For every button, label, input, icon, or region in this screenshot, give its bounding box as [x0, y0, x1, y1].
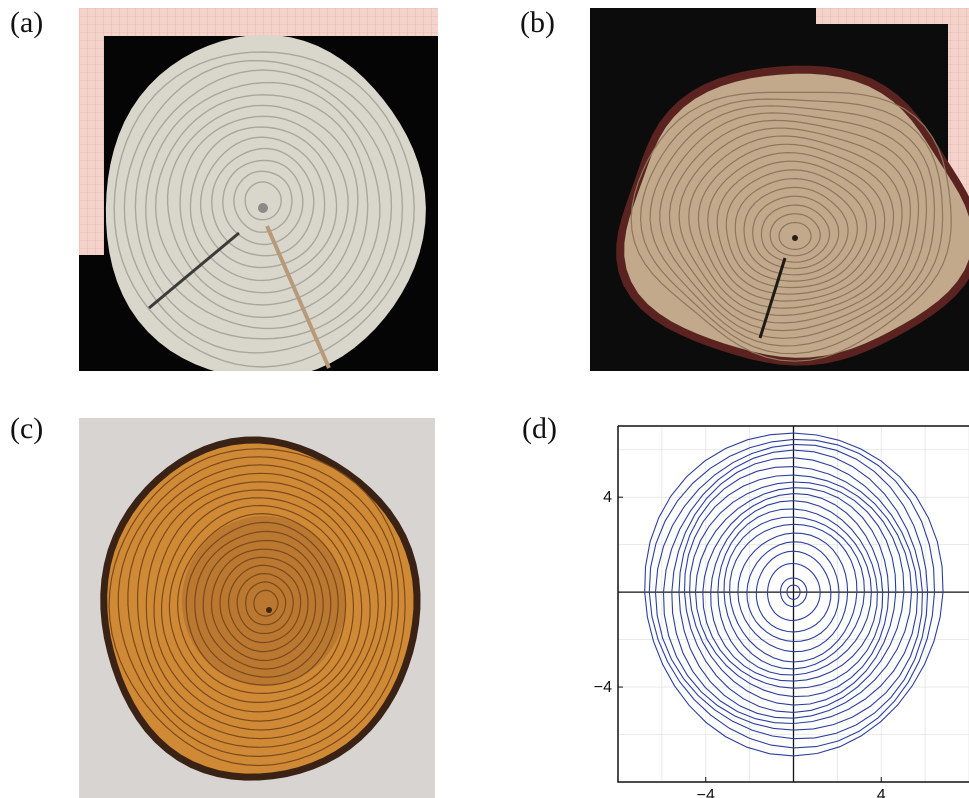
pith — [266, 607, 272, 613]
growth-ring — [245, 581, 287, 626]
growth-ring — [168, 504, 355, 703]
growth-ring — [725, 169, 868, 289]
ring-series-line — [702, 493, 884, 689]
growth-ring — [253, 589, 279, 617]
growth-ring — [117, 456, 399, 758]
ring-series-line — [654, 443, 929, 740]
ring-series-line — [683, 474, 905, 713]
growth-ring — [199, 136, 326, 269]
growth-ring — [752, 195, 840, 270]
growth-ring — [179, 115, 349, 294]
growth-ring — [688, 135, 903, 317]
growth-ring — [222, 159, 304, 246]
growth-ring — [161, 497, 363, 713]
ring-series-line — [644, 432, 944, 757]
ring-series-line — [648, 438, 936, 749]
growth-ring — [176, 512, 347, 695]
heartwood — [182, 516, 346, 686]
growth-ring — [108, 448, 406, 767]
growth-ring — [678, 127, 911, 324]
x-tick-label: −4 — [697, 787, 715, 798]
growth-ring — [668, 119, 920, 332]
growth-ring — [743, 186, 849, 276]
growth-ring — [189, 126, 338, 282]
growth-ring — [127, 464, 393, 748]
ring-series-line — [710, 500, 878, 682]
growth-ring — [210, 548, 317, 662]
ring-model-plot: 4 −4 −4 4 — [560, 418, 969, 798]
growth-ring — [769, 213, 821, 257]
growth-ring — [244, 181, 282, 221]
tree-ring-photo-b — [590, 8, 969, 371]
growth-ring — [154, 94, 369, 319]
growth-ring — [630, 91, 952, 362]
ring-series-line — [766, 562, 821, 621]
ring-series-line — [729, 523, 858, 663]
ring-series-line — [694, 487, 890, 698]
ring-series-line — [746, 541, 840, 643]
pith — [792, 235, 798, 241]
growth-ring — [778, 221, 812, 250]
ring-series-line — [671, 457, 919, 725]
growth-ring — [760, 204, 831, 263]
growth-ring — [211, 147, 315, 257]
growth-ring — [233, 170, 293, 233]
ring-series-line — [786, 584, 801, 600]
growth-ring — [236, 573, 294, 635]
panel-label-d: (d) — [522, 412, 557, 445]
growth-ring — [153, 489, 371, 722]
growth-ring — [734, 177, 858, 282]
pith — [258, 203, 268, 213]
panel-label-c: (c) — [10, 412, 44, 445]
tree-ring-photo-a — [79, 8, 438, 371]
x-tick-label: 4 — [877, 787, 886, 798]
ring-series-line — [689, 481, 897, 706]
ring-series-line — [755, 550, 832, 633]
crack — [758, 257, 787, 339]
ring-series-line — [737, 532, 849, 653]
growth-ring — [697, 143, 895, 309]
growth-ring — [202, 539, 324, 670]
growth-ring — [194, 530, 332, 678]
growth-ring — [649, 105, 936, 347]
y-tick-label: −4 — [594, 679, 612, 696]
ring-series-line — [779, 577, 808, 608]
crack — [148, 231, 240, 310]
growth-ring — [716, 160, 877, 295]
growth-ring — [145, 481, 379, 731]
ring-series-line — [662, 449, 923, 731]
crack — [265, 225, 331, 369]
growth-ring — [707, 151, 886, 302]
growth-ring — [145, 81, 381, 330]
growth-ring — [113, 51, 415, 368]
y-tick-label: 4 — [603, 489, 612, 506]
growth-ring — [659, 112, 928, 339]
ring-series-line — [717, 508, 872, 676]
growth-ring — [228, 564, 302, 644]
panel-label-b: (b) — [520, 6, 555, 39]
growth-ring — [166, 104, 359, 306]
growth-ring — [219, 556, 309, 653]
growth-ring — [137, 472, 387, 740]
growth-ring — [185, 521, 339, 686]
panel-label-a: (a) — [10, 6, 44, 39]
ring-series-line — [723, 516, 865, 670]
tree-ring-photo-c — [79, 418, 435, 798]
growth-ring — [639, 98, 944, 355]
growth-ring — [134, 69, 393, 340]
growth-ring — [123, 59, 404, 354]
ring-series-line — [678, 466, 913, 719]
